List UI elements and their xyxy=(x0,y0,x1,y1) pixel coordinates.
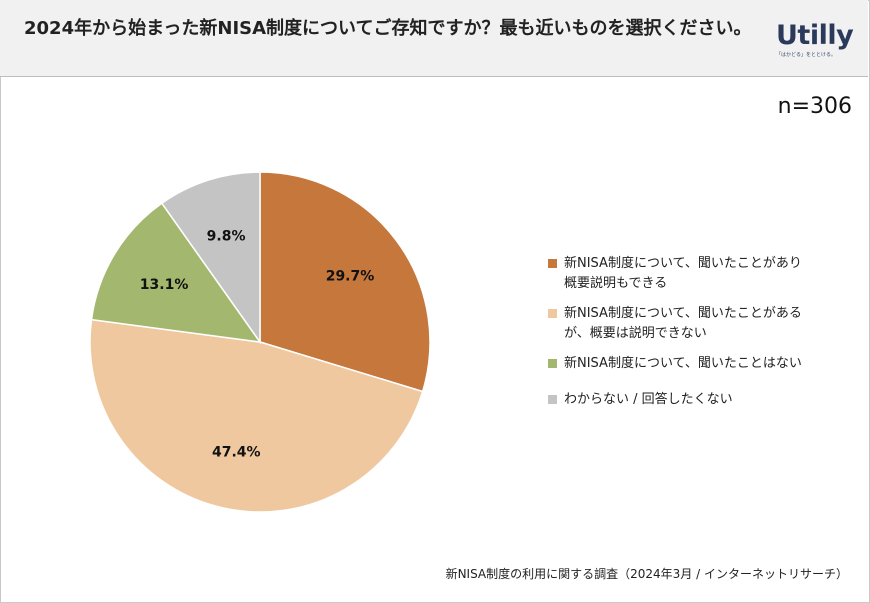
legend-item-3: 新NISA制度について、聞いたことはない xyxy=(548,354,848,374)
legend-swatch xyxy=(548,359,557,368)
legend-item-2: 新NISA制度について、聞いたことがある が、概要は説明できない xyxy=(548,304,848,344)
legend-swatch xyxy=(548,395,557,404)
legend-swatch xyxy=(548,259,557,268)
legend-label: わからない / 回答したくない xyxy=(564,392,733,407)
pie-slice-4 xyxy=(160,171,261,345)
legend-swatch xyxy=(548,309,557,318)
brand-logo: Utilly 「はかどる」をととける。 xyxy=(776,20,854,59)
pie-slice-2 xyxy=(89,318,424,513)
header-bar: 2024年から始まった新NISA制度についてご存知ですか？最も近いものを選択くだ… xyxy=(0,0,868,77)
chart-legend: 新NISA制度について、聞いたことがあり 概要説明もできる 新NISA制度について、… xyxy=(548,254,848,420)
legend-label: 概要説明もできる xyxy=(564,276,668,291)
legend-label: 新NISA制度について、聞いたことがあり xyxy=(564,256,802,271)
legend-label: 新NISA制度について、聞いたことはない xyxy=(564,356,802,371)
chart-question-title: 2024年から始まった新NISA制度についてご存知ですか？最も近いものを選択くだ… xyxy=(24,18,752,39)
logo-tagline: 「はかどる」をととける。 xyxy=(776,52,837,58)
source-note: 新NISA制度の利用に関する調査（2024年3月 / インターネットリサーチ） xyxy=(445,567,848,581)
slice-value-label-1: 29.7% xyxy=(326,268,375,284)
legend-item-4: わからない / 回答したくない xyxy=(548,390,848,410)
pie-slice-1 xyxy=(259,171,431,393)
sample-size-label: n=306 xyxy=(777,94,852,119)
logo-wordmark: Utilly xyxy=(776,20,854,51)
legend-item-1: 新NISA制度について、聞いたことがあり 概要説明もできる xyxy=(548,254,848,294)
legend-label: 新NISA制度について、聞いたことがある xyxy=(564,306,802,321)
slice-value-label-2: 47.4% xyxy=(212,445,261,461)
legend-label: が、概要は説明できない xyxy=(564,326,707,341)
slice-value-label-3: 13.1% xyxy=(140,277,189,293)
pie-slice-3 xyxy=(90,202,262,343)
slice-value-label-4: 9.8% xyxy=(207,228,246,244)
